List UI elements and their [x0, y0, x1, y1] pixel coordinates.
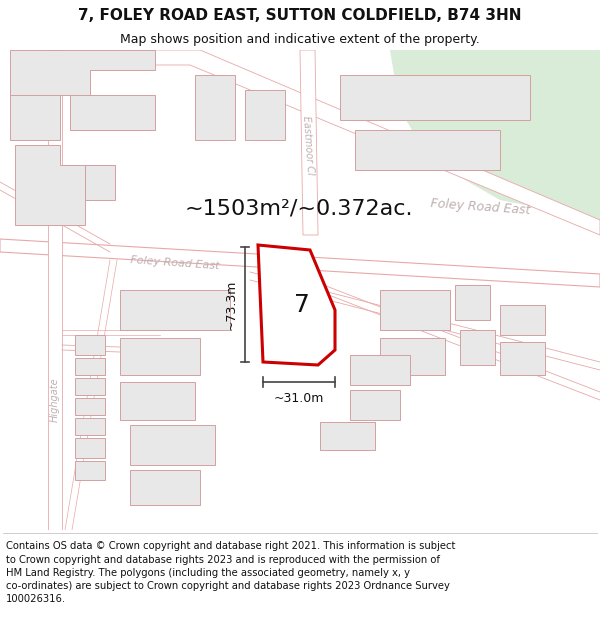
Polygon shape [130, 470, 200, 505]
Polygon shape [10, 50, 155, 95]
Polygon shape [120, 338, 200, 375]
Text: Contains OS data © Crown copyright and database right 2021. This information is : Contains OS data © Crown copyright and d… [6, 541, 455, 604]
Text: 7: 7 [294, 293, 310, 317]
Text: Map shows position and indicative extent of the property.: Map shows position and indicative extent… [120, 32, 480, 46]
Polygon shape [75, 461, 105, 480]
Polygon shape [85, 165, 115, 200]
Polygon shape [10, 95, 60, 140]
Polygon shape [195, 75, 235, 140]
Text: Foley Road East: Foley Road East [130, 255, 220, 271]
Polygon shape [130, 425, 215, 465]
Text: Foley Road East: Foley Road East [430, 197, 530, 217]
Polygon shape [500, 342, 545, 375]
Polygon shape [48, 50, 62, 530]
Polygon shape [258, 245, 335, 365]
Polygon shape [245, 90, 285, 140]
Polygon shape [70, 95, 155, 130]
Text: ~73.3m: ~73.3m [224, 279, 238, 330]
Polygon shape [300, 50, 318, 235]
Polygon shape [75, 438, 105, 458]
Text: 7, FOLEY ROAD EAST, SUTTON COLDFIELD, B74 3HN: 7, FOLEY ROAD EAST, SUTTON COLDFIELD, B7… [78, 8, 522, 22]
Polygon shape [0, 239, 600, 287]
Polygon shape [75, 378, 105, 395]
Polygon shape [455, 285, 490, 320]
Polygon shape [380, 338, 445, 375]
Polygon shape [500, 305, 545, 335]
Polygon shape [350, 355, 410, 385]
Polygon shape [340, 75, 530, 120]
Polygon shape [120, 290, 230, 330]
Polygon shape [70, 50, 600, 235]
Polygon shape [75, 358, 105, 375]
Text: ~1503m²/~0.372ac.: ~1503m²/~0.372ac. [185, 198, 413, 218]
Polygon shape [350, 390, 400, 420]
Polygon shape [380, 290, 450, 330]
Polygon shape [390, 50, 600, 220]
Polygon shape [355, 130, 500, 170]
Text: Highgate: Highgate [50, 378, 60, 423]
Polygon shape [120, 382, 195, 420]
Polygon shape [75, 335, 105, 355]
Text: Eastmoor Cl: Eastmoor Cl [301, 115, 315, 175]
Polygon shape [75, 398, 105, 415]
Polygon shape [75, 418, 105, 435]
Polygon shape [320, 422, 375, 450]
Polygon shape [460, 330, 495, 365]
Polygon shape [15, 145, 85, 225]
Text: ~31.0m: ~31.0m [274, 391, 324, 404]
